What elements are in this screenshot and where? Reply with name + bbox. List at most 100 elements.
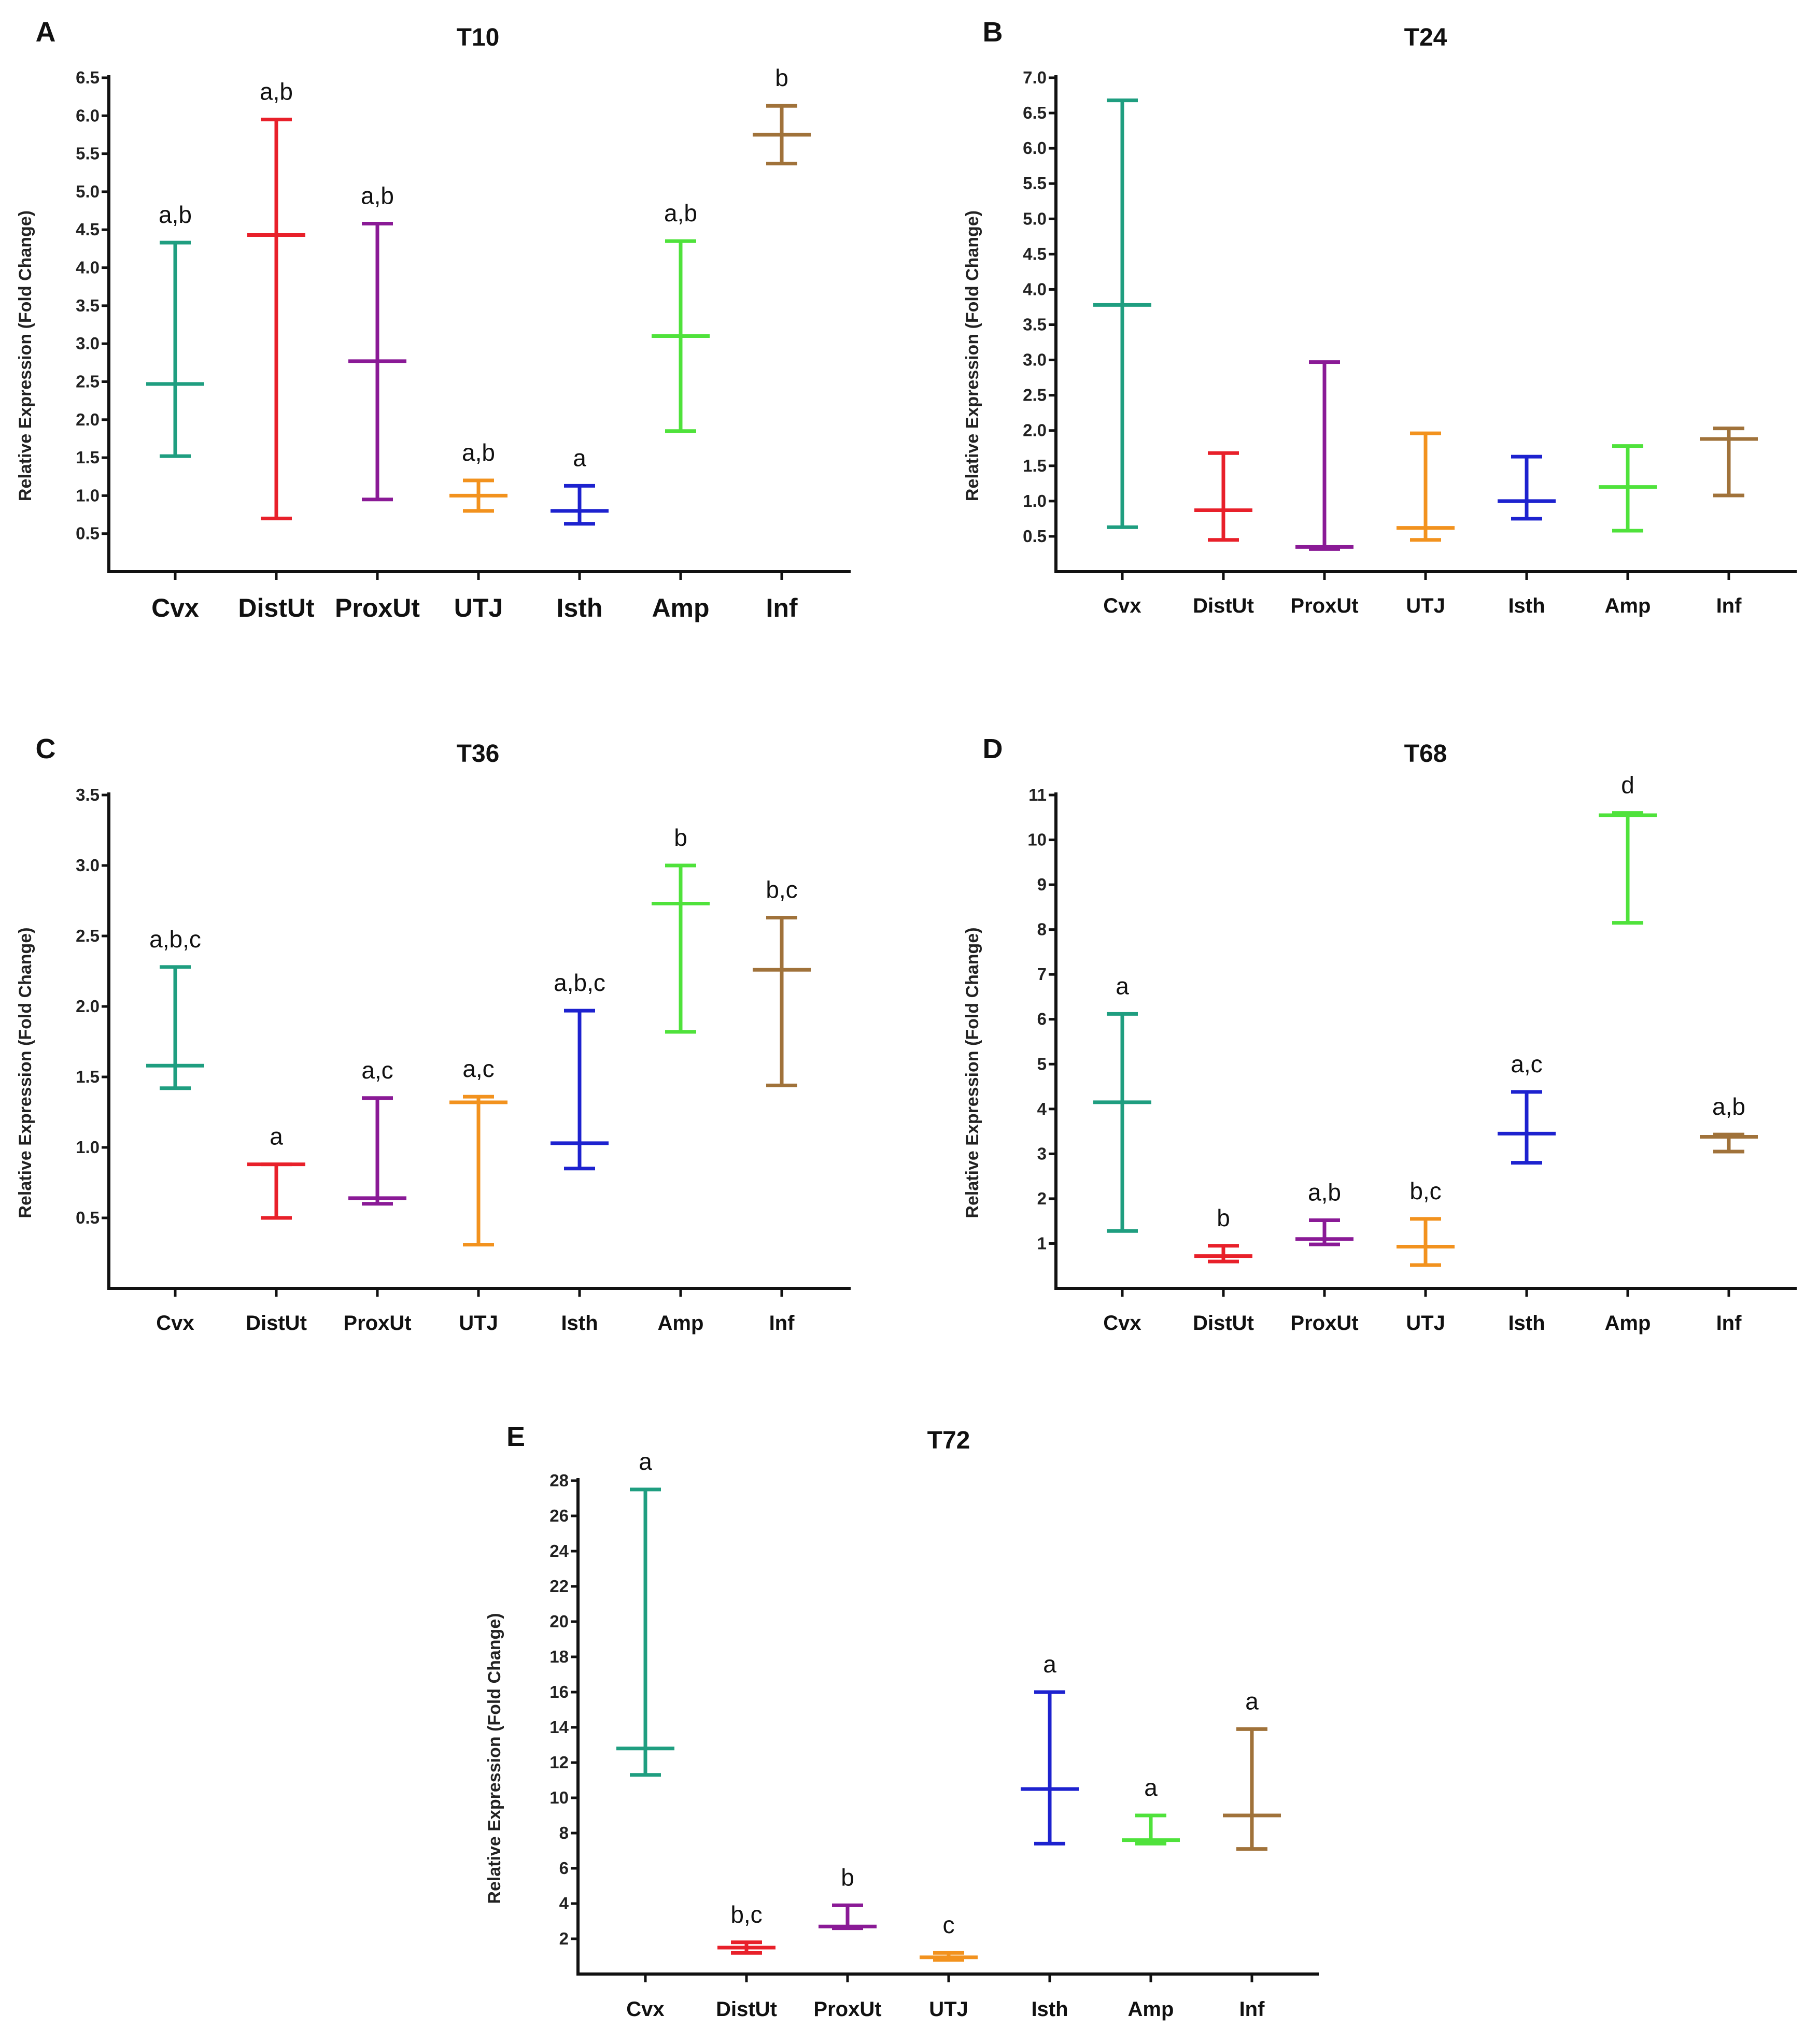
x-tick-label: Isth — [557, 593, 603, 622]
y-tick-label: 1 — [1037, 1233, 1047, 1253]
x-tick-label: Inf — [766, 593, 797, 622]
y-tick-label: 0.5 — [1023, 527, 1047, 546]
x-tick-label: Amp — [652, 593, 709, 622]
error-bar-amp — [1599, 811, 1657, 925]
error-bar-utj — [1397, 431, 1455, 542]
y-tick-label: 4.5 — [1023, 244, 1047, 263]
y-tick-label: 7.0 — [1023, 68, 1047, 87]
x-tick-label: DistUt — [246, 1312, 307, 1335]
y-axis-label: Relative Expression (Fold Change) — [16, 927, 35, 1218]
x-tick-label: UTJ — [454, 593, 503, 622]
y-tick-label: 10 — [1027, 830, 1047, 849]
significance-label: a,b — [260, 78, 293, 105]
panel-label: E — [506, 1421, 525, 1452]
panel-d: D T68 1 2 3 4 5 6 7 8 9 10 11 Relative Expression (Fo… — [963, 733, 1797, 1335]
y-tick-label: 28 — [549, 1471, 569, 1490]
y-tick-label: 1.5 — [76, 448, 100, 467]
x-tick-label: Amp — [1128, 1998, 1174, 2021]
error-bar-inf — [1223, 1727, 1281, 1851]
x-tick-label: Inf — [769, 1312, 795, 1335]
significance-label: a,b — [361, 182, 394, 209]
y-tick-label: 2.0 — [1023, 421, 1047, 440]
y-tick-label: 8 — [1037, 920, 1047, 939]
error-bar-cvx — [616, 1487, 674, 1777]
error-bar-inf — [1700, 1132, 1758, 1154]
chart-title: T72 — [927, 1427, 970, 1454]
y-tick-label: 6.5 — [76, 68, 100, 87]
y-tick-label: 1.5 — [1023, 456, 1047, 475]
significance-label: b — [841, 1864, 854, 1891]
x-tick-label: Inf — [1716, 594, 1742, 617]
y-tick-label: 1.0 — [1023, 491, 1047, 510]
panel-label: A — [36, 17, 56, 48]
error-bar-isth — [551, 1009, 609, 1171]
y-tick-label: 3.0 — [1023, 350, 1047, 370]
error-bar-inf — [753, 916, 811, 1087]
y-tick-label: 24 — [549, 1541, 569, 1560]
y-tick-label: 3.5 — [76, 785, 100, 804]
y-tick-label: 5.5 — [1023, 174, 1047, 193]
x-tick-label: DistUt — [1193, 594, 1254, 617]
significance-label: a,b — [1308, 1179, 1341, 1205]
y-axis-label: Relative Expression (Fold Change) — [16, 210, 35, 501]
y-tick-label: 3 — [1037, 1144, 1047, 1163]
error-bar-distut — [1194, 1244, 1252, 1264]
significance-label: a,c — [462, 1055, 494, 1082]
x-tick-label: UTJ — [459, 1312, 498, 1335]
panel-b: B T24 0.5 1.0 1.5 2.0 2.5 3.0 3.5 4.0 4.5 5.0 5.5 6.0… — [963, 17, 1797, 617]
significance-label: b,c — [766, 876, 797, 903]
y-tick-label: 6 — [1037, 1010, 1047, 1029]
significance-label: a,c — [1511, 1051, 1542, 1077]
x-tick-label: ProxUt — [343, 1312, 411, 1335]
x-tick-label: UTJ — [1406, 1312, 1445, 1335]
significance-label: b — [674, 824, 687, 851]
x-tick-label: DistUt — [1193, 1312, 1254, 1335]
x-tick-label: Amp — [1605, 594, 1651, 617]
significance-label: a — [639, 1448, 652, 1475]
x-tick-label: DistUt — [716, 1998, 777, 2021]
y-tick-label: 2.5 — [1023, 386, 1047, 405]
y-tick-label: 4 — [559, 1894, 569, 1913]
x-tick-label: Inf — [1239, 1998, 1265, 2021]
error-bar-utj — [1397, 1217, 1455, 1267]
chart-title: T36 — [457, 740, 500, 768]
significance-label: d — [1621, 772, 1634, 799]
x-tick-label: DistUt — [238, 593, 315, 622]
error-bar-isth — [1021, 1690, 1079, 1846]
x-tick-label: Amp — [658, 1312, 704, 1335]
error-bar-amp — [652, 239, 710, 433]
error-bar-isth — [1498, 455, 1556, 521]
x-tick-label: ProxUt — [1290, 1312, 1358, 1335]
x-tick-label: ProxUt — [813, 1998, 881, 2021]
y-tick-label: 14 — [549, 1717, 569, 1737]
chart-title: T24 — [1404, 24, 1447, 51]
significance-label: a,c — [361, 1057, 393, 1084]
y-tick-label: 7 — [1037, 964, 1047, 984]
significance-label: b — [775, 64, 788, 91]
y-tick-label: 20 — [549, 1612, 569, 1631]
y-tick-label: 2.0 — [76, 997, 100, 1016]
significance-label: b,c — [1409, 1177, 1441, 1204]
x-tick-label: Isth — [1508, 1312, 1545, 1335]
error-bar-amp — [1122, 1813, 1180, 1846]
significance-label: a,b,c — [149, 926, 201, 953]
y-tick-label: 6.0 — [76, 106, 100, 125]
y-tick-label: 2.5 — [76, 372, 100, 391]
error-bar-distut — [247, 1162, 305, 1220]
y-tick-label: 4.5 — [76, 220, 100, 239]
y-tick-label: 5 — [1037, 1054, 1047, 1073]
error-bar-cvx — [1093, 98, 1151, 529]
x-tick-label: Cvx — [1103, 1312, 1141, 1335]
significance-label: a — [1245, 1687, 1259, 1714]
significance-label: a — [1116, 972, 1129, 999]
error-bar-isth — [551, 484, 609, 526]
x-tick-label: Cvx — [151, 593, 199, 622]
y-tick-label: 16 — [549, 1682, 569, 1701]
y-tick-label: 22 — [549, 1577, 569, 1596]
significance-label: a — [1043, 1651, 1056, 1678]
significance-label: b — [1217, 1204, 1230, 1231]
y-tick-label: 4 — [1037, 1099, 1047, 1118]
significance-label: c — [943, 1911, 955, 1938]
